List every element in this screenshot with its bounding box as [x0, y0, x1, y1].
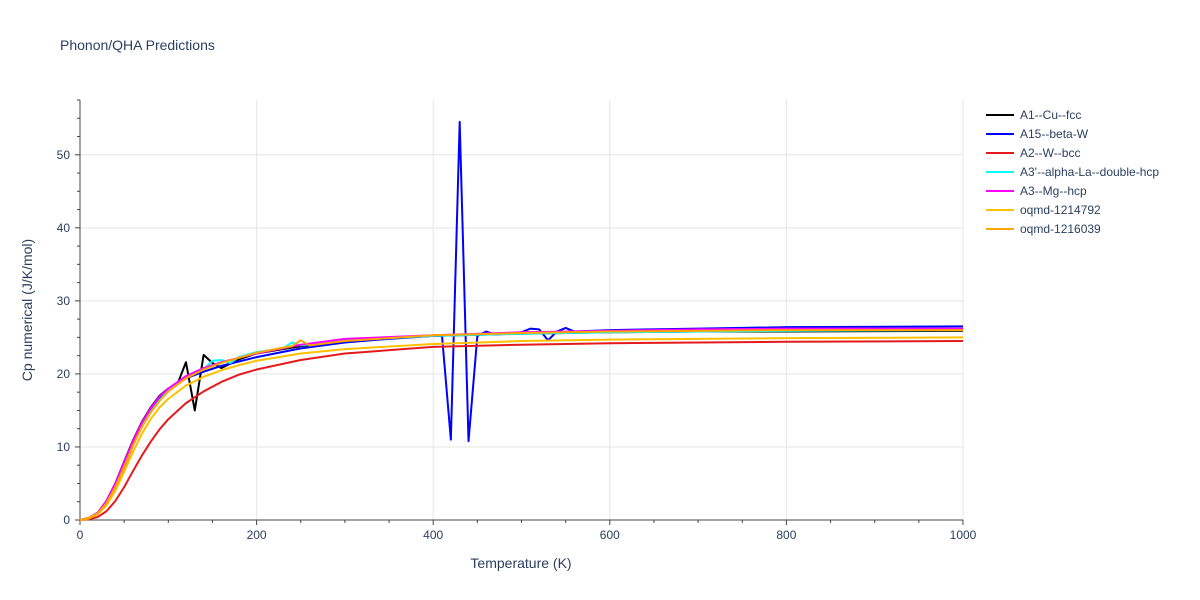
legend: A1--Cu--fcc A15--beta-W A2--W--bcc A3'--alp… [986, 108, 1159, 236]
grid-layer [80, 100, 964, 520]
legend-item[interactable]: A1--Cu--fcc [986, 108, 1081, 122]
chart-title: Phonon/QHA Predictions [60, 37, 215, 53]
y-tick-label: 0 [63, 513, 70, 527]
legend-item[interactable]: A2--W--bcc [986, 146, 1080, 160]
x-tick-label: 800 [776, 528, 796, 542]
legend-label: A2--W--bcc [1020, 146, 1080, 160]
legend-label: oqmd-1214792 [1020, 203, 1101, 217]
y-tick-label: 30 [57, 294, 71, 308]
y-tick-label: 10 [57, 440, 71, 454]
x-tick-label: 600 [600, 528, 620, 542]
series-line-3 [79, 329, 964, 521]
x-axis-title: Temperature (K) [470, 555, 571, 571]
legend-item[interactable]: A3'--alpha-La--double-hcp [986, 165, 1159, 179]
legend-item[interactable]: A3--Mg--hcp [986, 184, 1087, 198]
legend-label: A3'--alpha-La--double-hcp [1020, 165, 1159, 179]
y-tick-label: 20 [57, 367, 71, 381]
series-line-0 [79, 329, 964, 521]
legend-label: A15--beta-W [1020, 127, 1089, 141]
y-axis-title: Cp numerical (J/K/mol) [19, 239, 35, 381]
x-tick-label: 400 [423, 528, 443, 542]
series-line-6 [79, 329, 963, 521]
y-tick-label: 50 [57, 148, 71, 162]
legend-item[interactable]: oqmd-1216039 [986, 222, 1101, 236]
x-tick-label: 1000 [950, 528, 977, 542]
legend-label: oqmd-1216039 [1020, 222, 1101, 236]
series-line-4 [79, 327, 963, 521]
legend-item[interactable]: A15--beta-W [986, 127, 1089, 141]
series-line-2 [79, 340, 964, 521]
legend-label: A1--Cu--fcc [1020, 108, 1081, 122]
x-tick-label: 200 [247, 528, 267, 542]
series-line-5 [79, 336, 964, 521]
x-tick-label: 0 [77, 528, 84, 542]
legend-label: A3--Mg--hcp [1020, 184, 1087, 198]
y-tick-label: 40 [57, 221, 71, 235]
series-layer [79, 120, 964, 521]
legend-item[interactable]: oqmd-1214792 [986, 203, 1101, 217]
axes-layer: 0 200 400 600 800 1000 0 10 20 30 40 50 [57, 99, 977, 542]
series-line-1 [79, 120, 964, 521]
